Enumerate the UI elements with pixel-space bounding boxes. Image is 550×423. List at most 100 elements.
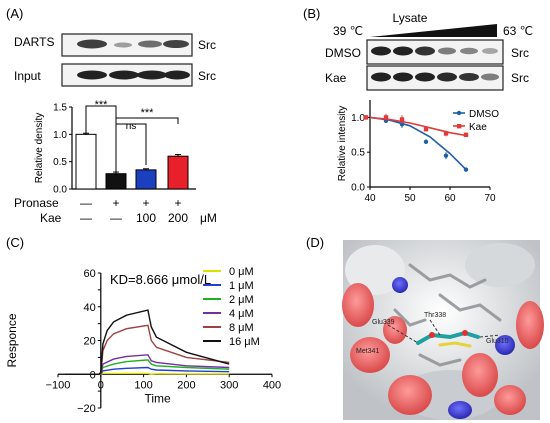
residue-glu310: Glu310 [486,338,509,345]
y-axis-label: Responce [5,313,19,367]
kd-text: KD=8.666 μmol/L [110,272,211,287]
temp-start: 39 ℃ [333,24,363,38]
legend-label: 1 μM [229,280,254,292]
sig-label-2: ns [126,121,137,132]
input-bands [77,70,190,80]
legend-marker-dmso [456,110,462,116]
kae-2: — [110,211,122,225]
panel-b: (B) 39 ℃ 63 ℃ Lysate DMSO Src Kae Src 0.… [303,6,533,204]
x-tick-label: 70 [484,193,496,204]
y-axis-label: Relative intensity [337,106,348,182]
sig-label-3: *** [141,107,155,119]
data-point [423,127,429,132]
x-tick-label: 40 [364,193,376,204]
legend-label: 16 μM [229,336,260,348]
legend-label: 4 μM [229,308,254,320]
pronase-3: + [142,196,149,210]
y-tick-label: 0.5 [351,148,365,159]
y-tick-label: 0.5 [53,157,67,168]
y-tick-label: −20 [77,403,96,415]
significance-brackets [85,105,179,175]
panel-d-label: (D) [306,235,324,250]
legend-label: 2 μM [229,294,254,306]
y-tick-label: 40 [84,302,96,314]
blot-row-label-input: Input [14,69,41,83]
y-tick-label: 20 [84,336,96,348]
y-tick-label: 0.0 [351,183,365,194]
bar [75,133,97,190]
darts-bands [77,39,189,49]
pronase-4: + [174,196,181,210]
x-tick-label: 400 [263,379,281,391]
kae-unit: μM [200,211,217,225]
legend-label-kae: Kae [469,122,487,133]
y-tick-label: 0 [90,369,96,381]
panel-c-label: (C) [6,235,24,250]
data-point [443,131,449,136]
bar-chart-a: 0.0 0.5 1.0 1.5 Relative density [34,103,196,196]
ligand [416,330,480,348]
line-chart-b: 0.0 0.5 1.0 40 50 60 70 Relative intensity DMSO K… [337,100,499,204]
data-point [399,117,405,122]
data-point [383,115,389,120]
kae-1: — [80,211,92,225]
bar [105,173,127,190]
pronase-2: + [112,196,119,210]
blot-target-kae: Src [511,71,529,85]
blot-target-dmso: Src [511,46,529,60]
data-point [463,167,469,172]
series-line [64,309,230,375]
legend-marker-kae [457,124,462,129]
residue-met341: Met341 [356,348,379,355]
bar [167,155,189,190]
condition-label-pronase: Pronase [14,196,59,210]
blot-target-input: Src [198,69,216,83]
pronase-1: — [80,196,92,210]
panel-b-label: (B) [303,6,320,21]
residue-glu339: Glu339 [372,319,395,326]
condition-label-kae: Kae [40,211,62,225]
y-tick-label: 0.0 [53,185,67,196]
y-tick-label: 1.0 [53,130,67,141]
x-tick-label: 60 [444,193,456,204]
y-tick-label: 60 [84,268,96,280]
panel-d: (D) [306,235,544,420]
residue-thr338: Thr338 [424,312,446,319]
blot-row-label-dmso: DMSO [325,46,361,60]
lysate-gradient-wedge [370,24,497,37]
data-point [443,153,449,158]
blot-target-darts: Src [198,38,216,52]
legend-label: 8 μM [229,322,254,334]
x-tick-label: −100 [46,379,71,391]
lysate-label: Lysate [393,11,428,25]
y-tick-label: 1.5 [53,103,67,114]
data-point [463,132,469,137]
x-tick-label: 0 [98,379,104,391]
blot-row-label-kae: Kae [325,71,347,85]
kae-4: 200 [168,211,188,225]
kae-blot [366,65,504,91]
panel-a: (A) DARTS Src Input Src 0.0 0.5 1.0 1.5 Rela… [6,6,217,225]
temp-end: 63 ℃ [503,24,533,38]
y-axis-label: Relative density [34,113,45,184]
docking-image [342,240,544,420]
legend-label: 0 μM [229,266,254,278]
data-point [423,139,429,144]
kae-bands [371,72,499,82]
dmso-bands [371,46,498,56]
x-tick-label: 50 [404,193,416,204]
x-axis-label: Time [144,391,171,405]
x-tick-label: 200 [177,379,195,391]
bar [135,169,157,190]
kae-3: 100 [136,211,156,225]
data-point [363,115,369,120]
sig-label-1: *** [95,99,109,111]
data-point [399,122,405,127]
x-tick-label: 300 [220,379,238,391]
x-tick-label: 100 [134,379,152,391]
blot-row-label-darts: DARTS [14,35,54,49]
legend-label-dmso: DMSO [469,109,499,120]
y-tick-label: 1.0 [351,113,365,124]
